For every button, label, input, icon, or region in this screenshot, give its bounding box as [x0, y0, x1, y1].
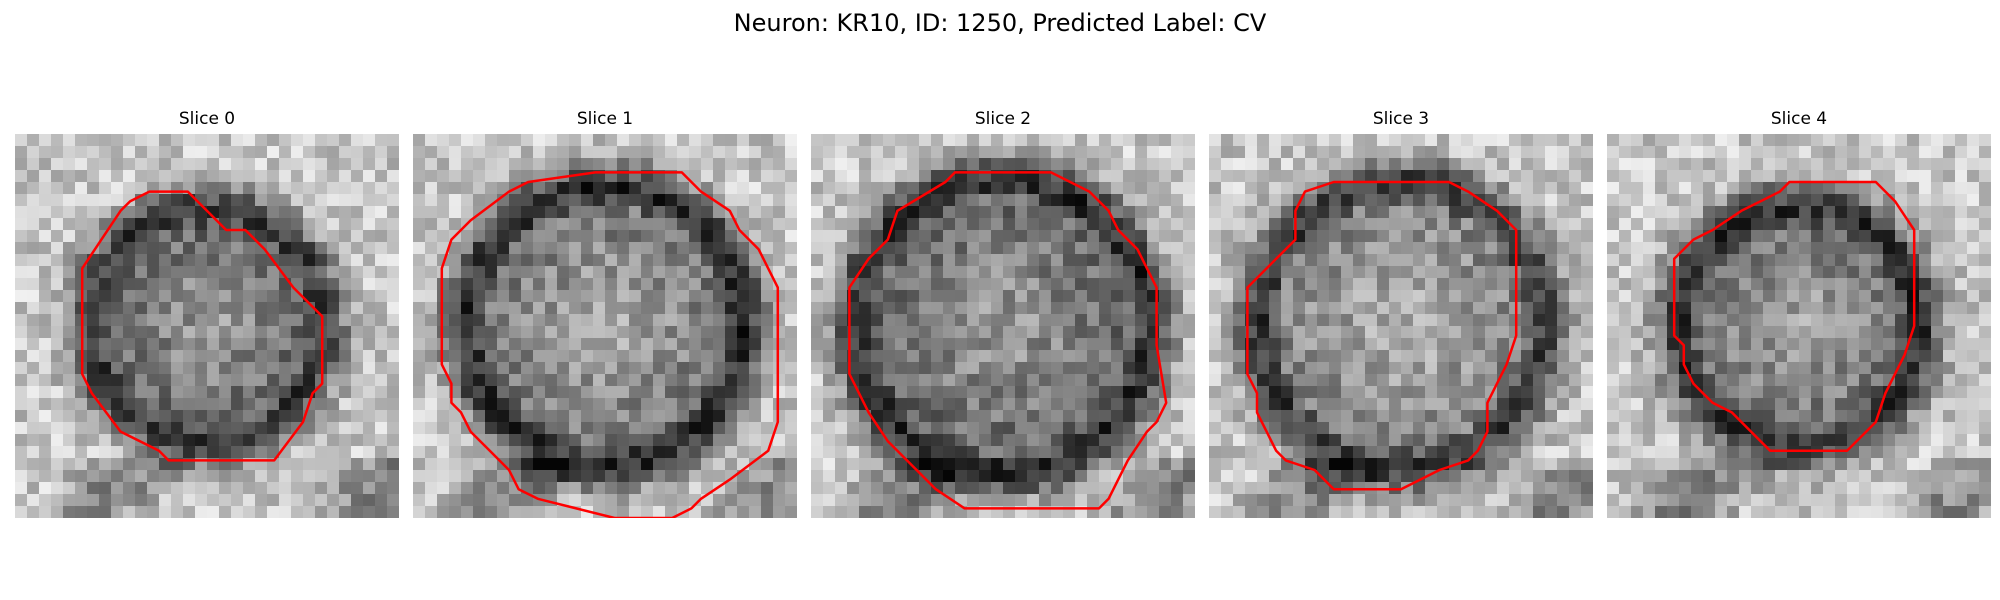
segmentation-contour: [1246, 180, 1518, 491]
slice-image: [1209, 134, 1593, 518]
slice-title: Slice 1: [576, 109, 634, 129]
slice-panel-2: Slice 2: [811, 108, 1195, 518]
slice-image: [413, 134, 797, 518]
segmentation-contour: [1672, 180, 1916, 453]
slice-panel-4: Slice 4: [1607, 108, 1991, 518]
pixel-grid: [811, 134, 1195, 518]
pixel-grid: [1209, 134, 1593, 518]
figure-title: Neuron: KR10, ID: 1250, Predicted Label:…: [733, 9, 1267, 37]
slice-panel-0: Slice 0: [15, 108, 399, 518]
pixel-grid: [15, 134, 399, 518]
slice-panel-1: Slice 1: [413, 108, 797, 518]
slice-title: Slice 0: [178, 109, 236, 129]
slice-title: Slice 4: [1770, 109, 1828, 129]
slice-image: [811, 134, 1195, 518]
slice-panel-3: Slice 3: [1209, 108, 1593, 518]
pixel-grid: [1607, 134, 1991, 518]
slice-image: [15, 134, 399, 518]
segmentation-contour: [440, 171, 780, 518]
pixel-grid: [413, 134, 797, 518]
segmentation-contour: [848, 171, 1168, 510]
slice-image: [1607, 134, 1991, 518]
slice-title: Slice 3: [1372, 109, 1430, 129]
slice-title: Slice 2: [974, 109, 1032, 129]
segmentation-contour: [80, 190, 324, 462]
